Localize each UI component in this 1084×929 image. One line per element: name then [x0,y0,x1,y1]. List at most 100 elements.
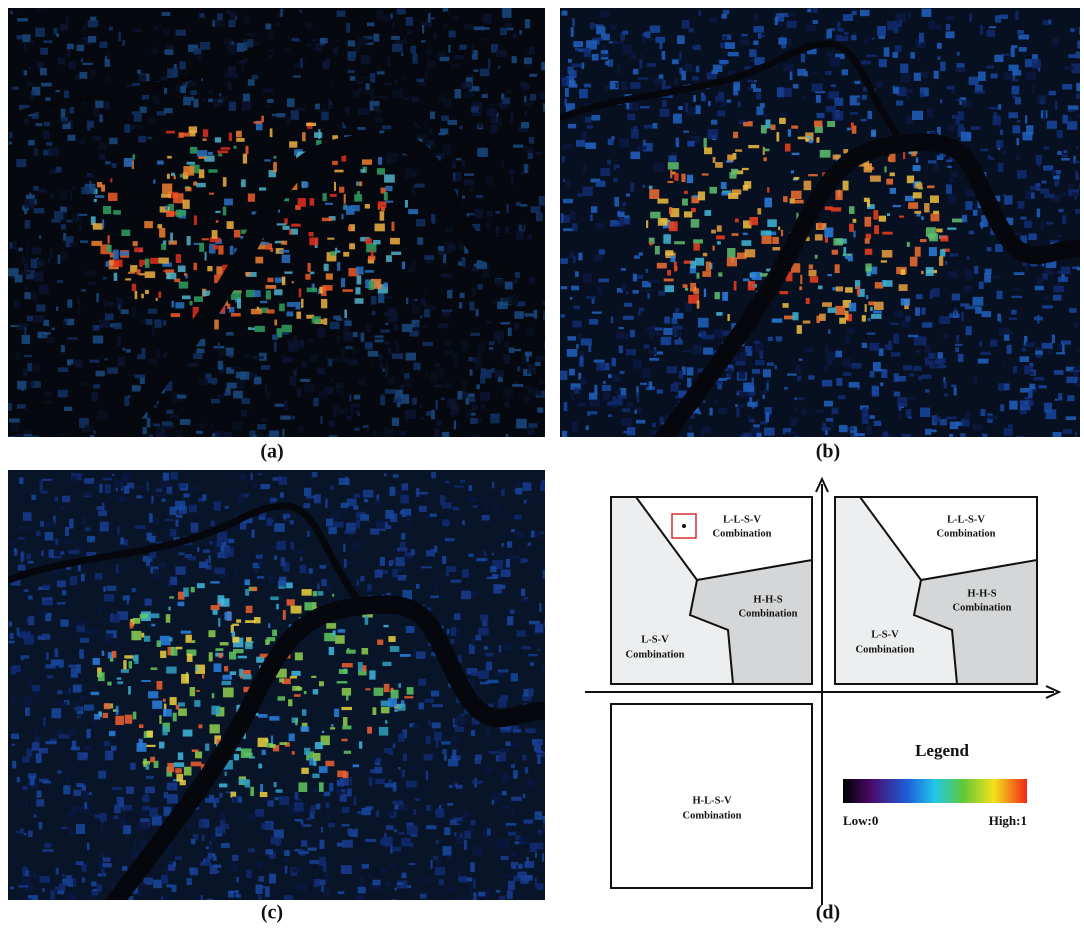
map-texture [772,247,780,250]
map-texture [873,310,882,313]
map-texture [1044,194,1054,198]
map-texture [48,549,53,557]
map-texture [307,339,313,342]
map-texture [908,417,912,419]
map-texture [1079,27,1084,35]
map-texture [511,764,515,768]
map-texture [669,221,678,231]
map-texture [262,886,270,888]
map-texture [392,569,397,578]
map-texture [160,651,166,658]
map-texture [365,270,374,273]
map-texture [14,548,17,552]
map-texture [254,326,264,332]
map-texture [85,527,91,531]
map-texture [272,630,277,636]
map-texture [779,118,786,124]
map-texture [843,372,851,376]
map-texture [1056,352,1065,354]
map-texture [299,565,306,574]
map-texture [402,98,409,100]
map-texture [431,860,433,869]
map-texture [283,610,286,620]
map-texture [752,377,754,385]
map-texture [749,217,758,225]
map-texture [461,591,471,599]
map-texture [107,54,110,58]
map-texture [392,801,403,805]
map-texture [507,541,512,547]
map-texture [965,412,969,421]
map-texture [305,22,313,28]
map-texture [947,227,956,229]
map-texture [384,192,388,200]
map-texture [12,744,15,746]
map-texture [742,34,748,36]
map-texture [9,436,14,442]
map-texture [42,479,53,481]
map-texture [1011,45,1017,48]
map-texture [864,217,871,227]
map-texture [994,423,996,426]
map-texture [869,343,879,351]
map-texture [270,744,276,748]
map-texture [296,108,306,111]
map-texture [469,188,472,191]
map-texture [643,32,648,36]
map-texture [10,887,14,890]
map-texture [531,660,538,662]
map-texture [33,315,44,323]
map-texture [457,821,465,824]
map-texture [1015,97,1021,104]
map-texture [436,840,439,844]
map-texture [85,629,93,635]
map-texture [261,823,270,829]
map-texture [679,51,681,60]
map-texture [11,734,19,739]
map-texture [76,715,80,718]
map-texture [738,102,741,108]
map-texture [1041,343,1051,349]
map-texture [836,378,842,386]
map-texture [499,752,506,761]
map-texture [312,316,321,323]
map-texture [218,100,223,103]
map-texture [430,596,439,599]
map-texture [696,105,701,114]
map-texture [440,128,448,134]
map-texture [563,199,573,203]
map-texture [575,271,579,276]
map-texture [570,297,572,300]
map-texture [187,654,193,662]
map-texture [111,746,116,751]
map-texture [492,482,494,489]
map-texture [171,301,174,308]
map-texture [486,662,492,671]
map-c [8,470,554,911]
map-texture [505,282,513,290]
map-texture [21,551,25,560]
map-texture [727,314,729,321]
map-texture [543,570,546,579]
map-texture [958,124,964,128]
map-texture [687,367,694,375]
map-texture [948,271,957,279]
map-texture [298,782,307,792]
map-texture [190,301,193,305]
map-texture [208,152,213,155]
map-texture [51,659,60,665]
map-texture [18,885,28,887]
map-texture [218,343,220,349]
map-texture [149,513,153,522]
map-texture [455,716,465,725]
map-texture [611,405,617,409]
map-texture [15,352,19,360]
map-texture [718,408,728,414]
map-texture [145,900,147,903]
map-texture [309,758,313,766]
map-texture [909,397,915,400]
map-texture [213,245,218,249]
map-texture [252,75,258,79]
map-texture [52,328,55,330]
map-texture [436,739,439,748]
